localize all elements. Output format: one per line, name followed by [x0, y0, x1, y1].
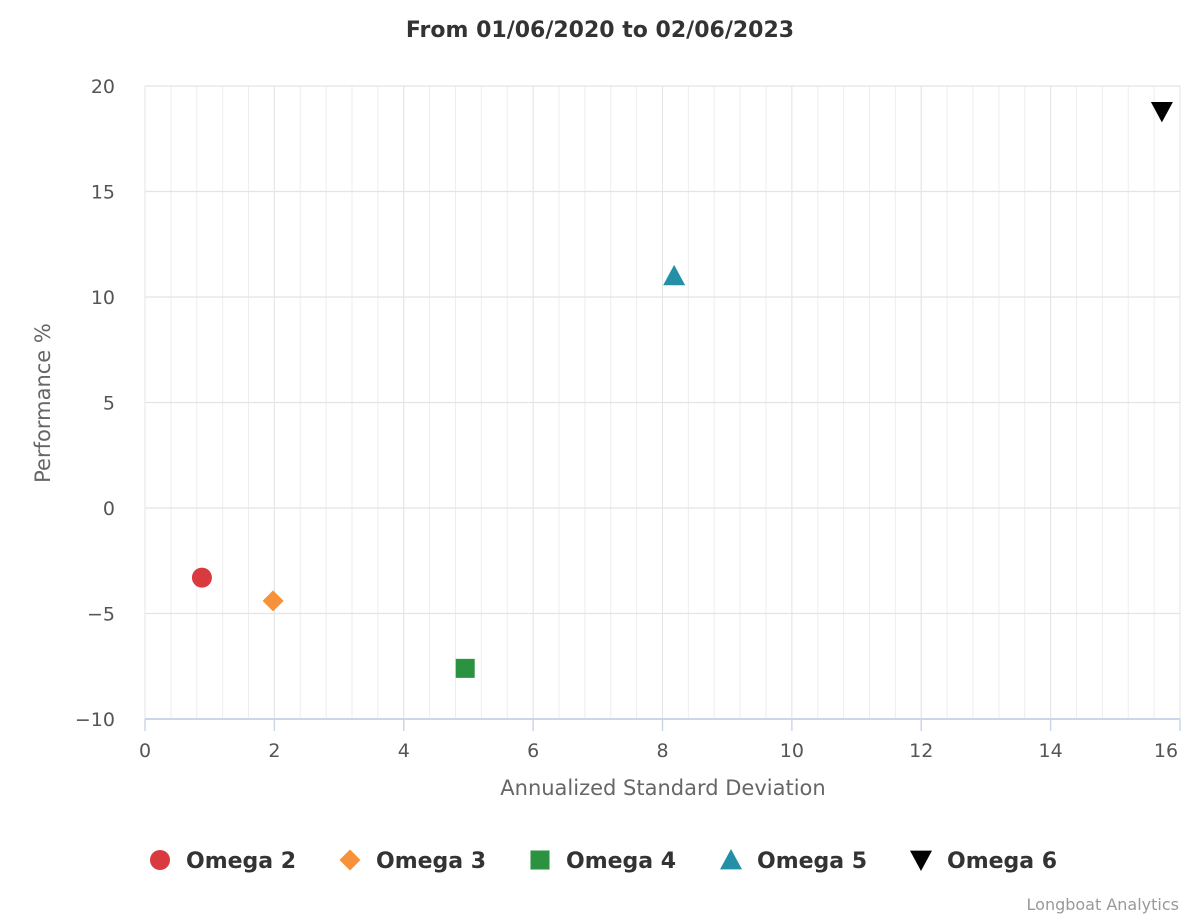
legend-marker-square — [530, 850, 550, 870]
data-point-omega-5 — [663, 264, 686, 286]
y-tick-label: −10 — [75, 709, 115, 731]
legend-item-omega-6[interactable]: Omega 6 — [910, 849, 1057, 874]
x-tick-label: 12 — [909, 740, 933, 762]
x-tick-label: 8 — [656, 740, 668, 762]
plot-grid — [144, 85, 1181, 720]
legend-label: Omega 5 — [757, 849, 867, 874]
credit-text[interactable]: Longboat Analytics — [1027, 895, 1179, 914]
x-axis-title: Annualized Standard Deviation — [500, 776, 825, 800]
data-point-omega-6 — [1150, 101, 1173, 123]
legend-label: Omega 6 — [947, 849, 1057, 874]
x-tick-label: 0 — [139, 740, 151, 762]
legend-marker-triangle-down — [910, 850, 932, 871]
y-axis-title: Performance % — [31, 323, 55, 483]
legend-label: Omega 4 — [566, 849, 676, 874]
x-tick-label: 4 — [398, 740, 410, 762]
legend-item-omega-4[interactable]: Omega 4 — [530, 849, 677, 874]
x-tick-label: 2 — [268, 740, 280, 762]
data-points — [191, 101, 1173, 678]
legend-label: Omega 3 — [376, 849, 486, 874]
data-point-omega-2 — [191, 567, 212, 588]
x-tick-label: 10 — [780, 740, 804, 762]
legend-marker-circle — [150, 850, 170, 870]
legend-item-omega-5[interactable]: Omega 5 — [720, 849, 867, 874]
x-tick-label: 14 — [1039, 740, 1063, 762]
y-tick-label: 15 — [91, 182, 115, 204]
axes: 0 2 4 6 8 10 12 14 16 −10 −5 0 5 10 15 20 — [75, 76, 1181, 762]
legend-item-omega-2[interactable]: Omega 2 — [150, 849, 296, 874]
y-tick-label: 20 — [91, 76, 115, 98]
x-tick-label: 6 — [527, 740, 539, 762]
data-point-omega-3 — [262, 590, 284, 612]
legend: Omega 2 Omega 3 Omega 4 Omega 5 Omega 6 — [150, 849, 1057, 874]
legend-marker-triangle-up — [720, 849, 742, 870]
legend-marker-diamond — [339, 849, 361, 871]
y-tick-label: −5 — [87, 604, 115, 626]
y-tick-label: 0 — [103, 498, 115, 520]
x-tick-label: 16 — [1154, 740, 1178, 762]
data-point-omega-4 — [455, 658, 475, 678]
legend-item-omega-3[interactable]: Omega 3 — [339, 849, 487, 874]
y-tick-label: 5 — [103, 393, 115, 415]
y-tick-label: 10 — [91, 287, 115, 309]
legend-label: Omega 2 — [186, 849, 296, 874]
chart-title: From 01/06/2020 to 02/06/2023 — [406, 18, 794, 43]
